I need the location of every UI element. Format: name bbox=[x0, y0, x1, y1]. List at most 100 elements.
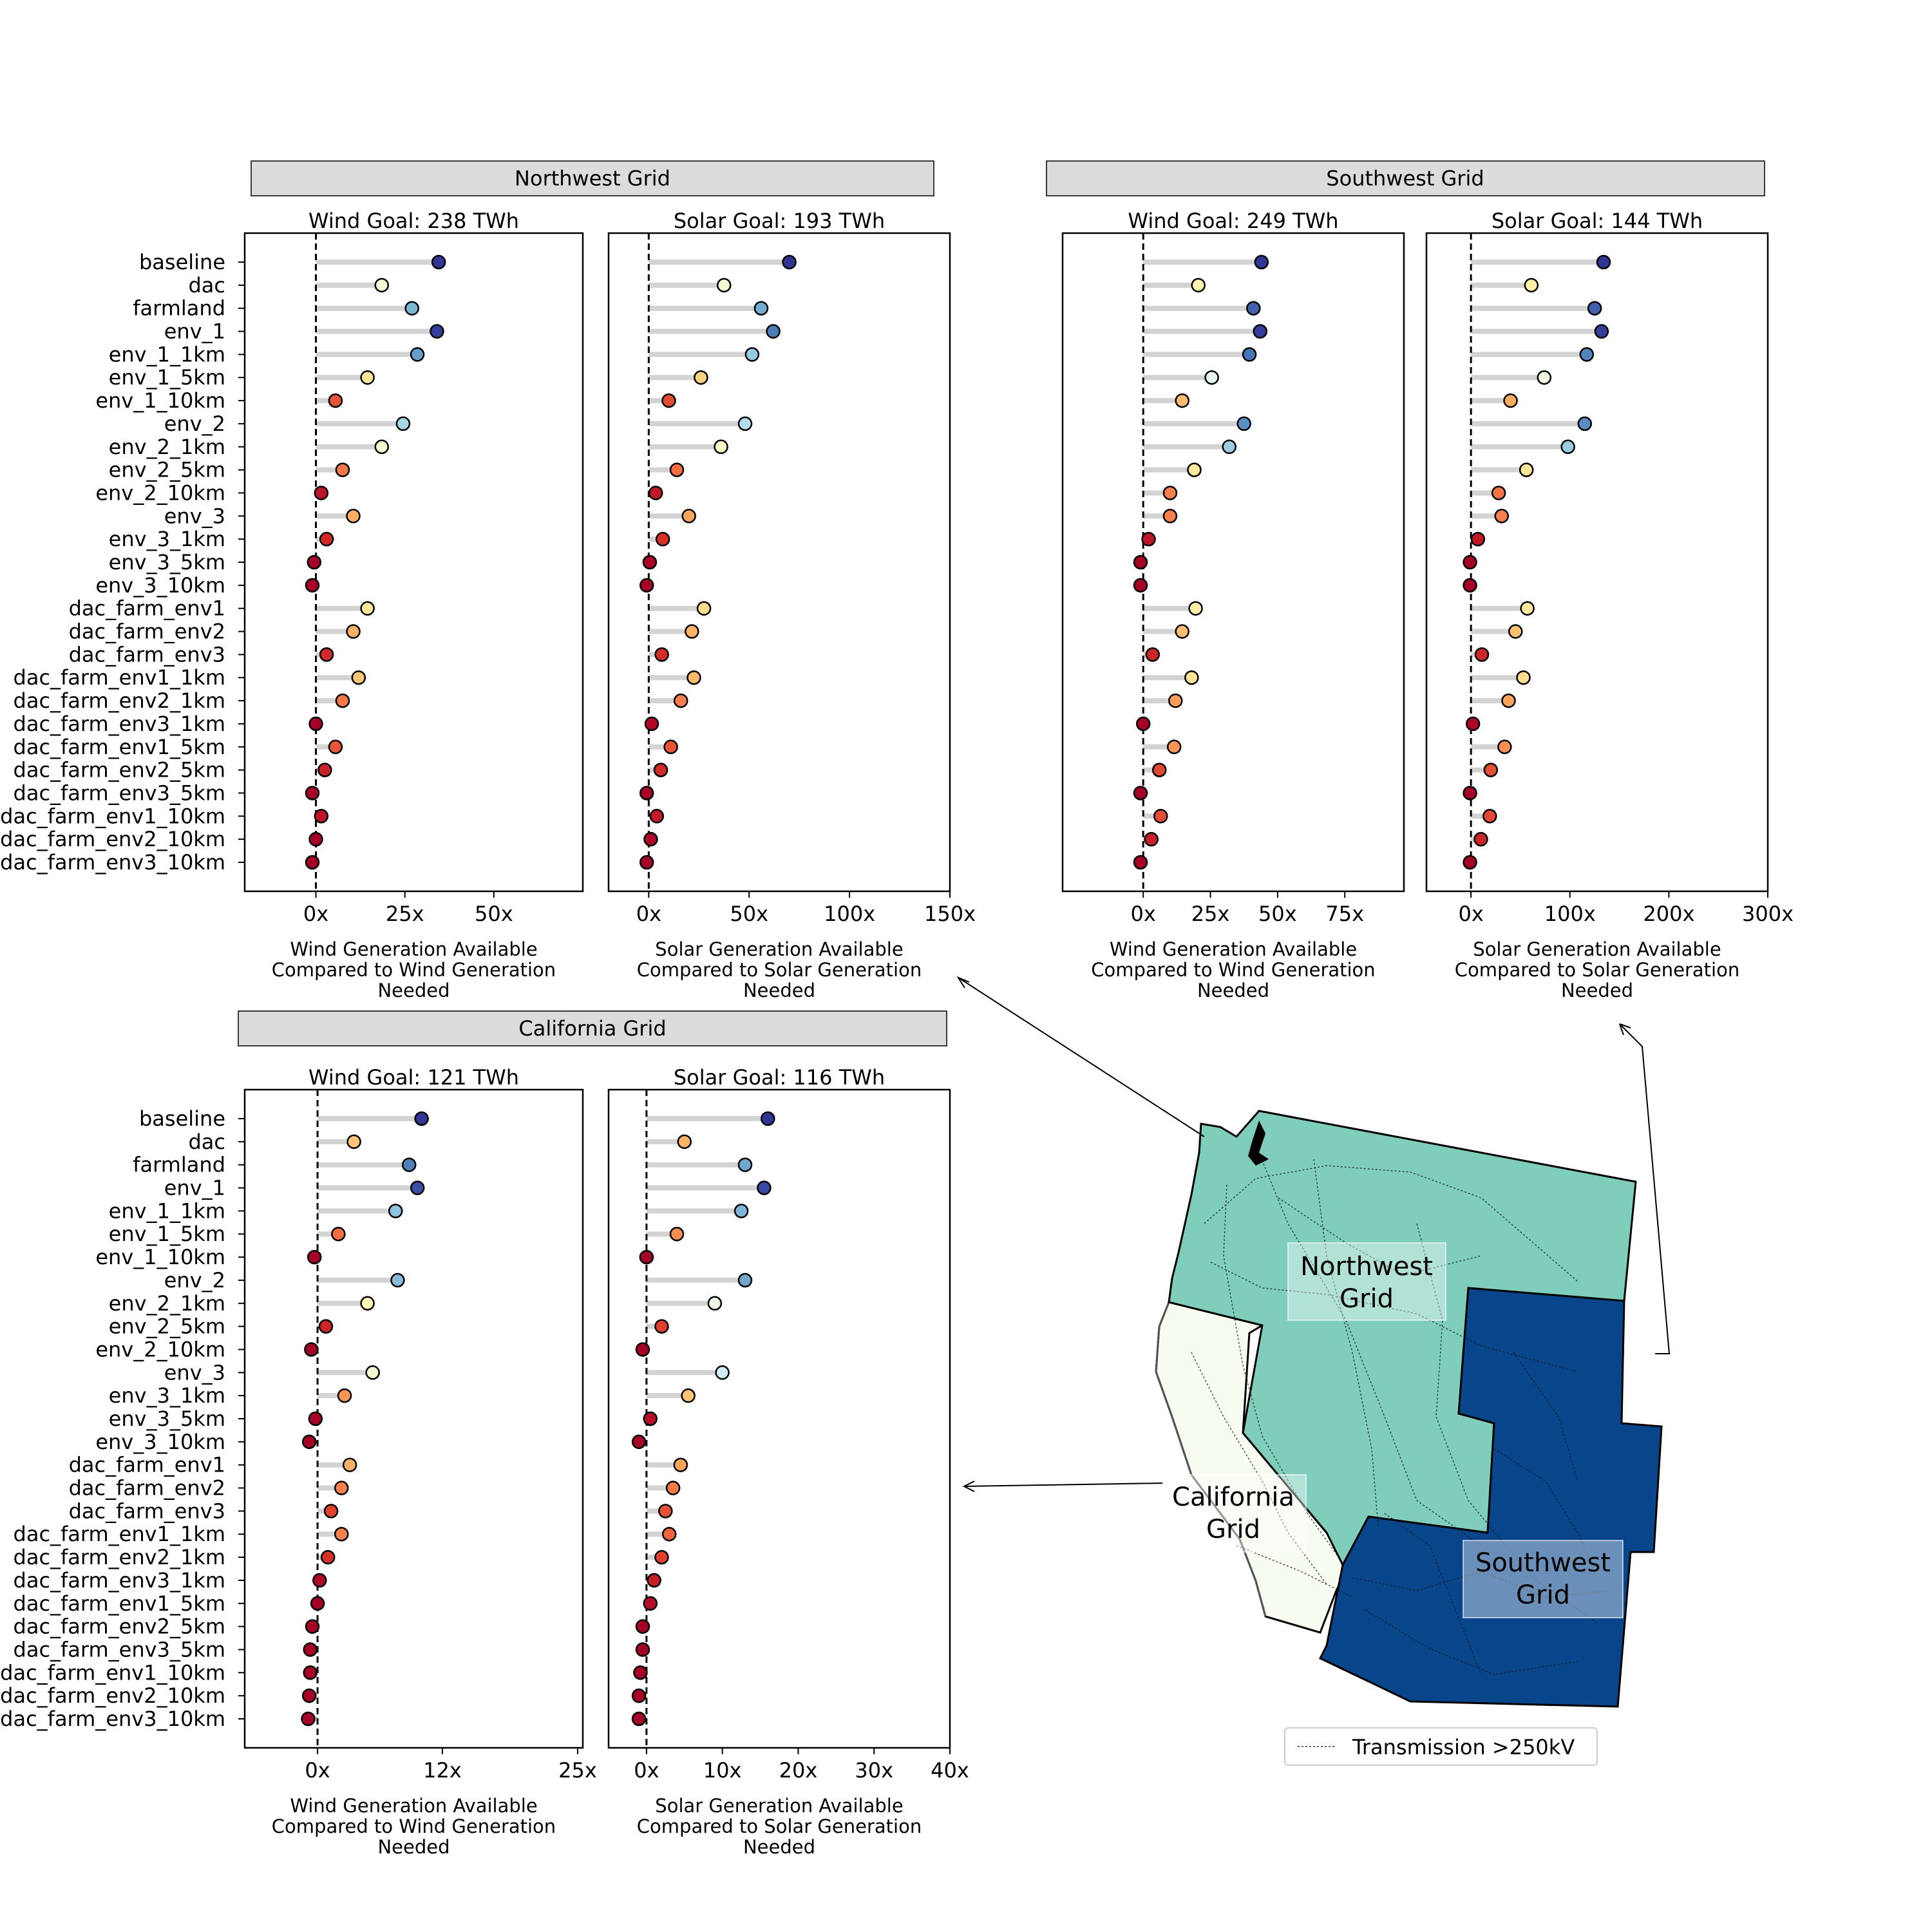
y-tick-label: env_2 bbox=[164, 412, 225, 436]
data-point bbox=[1465, 716, 1481, 732]
data-point bbox=[1501, 693, 1516, 708]
data-point bbox=[649, 486, 663, 500]
data-point bbox=[1596, 254, 1611, 270]
data-point bbox=[1594, 324, 1609, 339]
data-point bbox=[301, 1711, 316, 1727]
data-point bbox=[635, 1642, 650, 1657]
x-axis-label: Compared to Solar Generation bbox=[637, 959, 922, 981]
x-tick-label: 0x bbox=[305, 1758, 330, 1783]
x-axis-label: Compared to Wind Generation bbox=[272, 1815, 556, 1837]
data-point bbox=[694, 370, 708, 385]
chart-frame bbox=[1061, 232, 1405, 893]
y-tick-label: env_2_1km bbox=[109, 1291, 225, 1316]
data-point bbox=[1187, 462, 1202, 477]
data-point bbox=[1491, 486, 1506, 500]
data-point bbox=[663, 739, 678, 755]
y-tick-label: env_2_5km bbox=[109, 1314, 225, 1339]
arrow-head-california bbox=[962, 1481, 975, 1492]
y-tick-label: dac_farm_env3_5km bbox=[14, 1637, 225, 1662]
y-tick-label: baseline bbox=[139, 250, 225, 274]
data-point bbox=[1470, 531, 1486, 547]
northwest-panel-header: Northwest Grid bbox=[251, 160, 934, 196]
data-point bbox=[410, 347, 425, 362]
california-panel-title: California Grid bbox=[518, 1016, 666, 1041]
data-point bbox=[642, 554, 658, 570]
california-panel-header: California Grid bbox=[238, 1010, 947, 1046]
chart-panel-5: Solar Goal: 116 TWh 0x 10x 20x 30x 40x Solar G… bbox=[607, 1065, 969, 1858]
data-point bbox=[654, 647, 669, 662]
chart-title: Solar Goal: 116 TWh bbox=[674, 1065, 885, 1090]
data-point bbox=[635, 1619, 650, 1634]
data-point bbox=[1579, 347, 1595, 362]
data-point bbox=[337, 1388, 352, 1403]
data-point bbox=[1520, 601, 1535, 616]
data-point bbox=[654, 1319, 669, 1334]
x-tick-label: 0x bbox=[1131, 902, 1156, 926]
data-point bbox=[390, 1273, 405, 1288]
data-point bbox=[1497, 739, 1512, 755]
data-point bbox=[365, 1365, 380, 1380]
data-point bbox=[673, 693, 688, 708]
arrow-head-northwest bbox=[956, 976, 970, 989]
data-point bbox=[673, 1457, 688, 1472]
data-point bbox=[1168, 693, 1183, 708]
data-point bbox=[1162, 486, 1178, 500]
chart-title: Solar Goal: 193 TWh bbox=[674, 209, 885, 233]
x-tick-label: 0x bbox=[636, 902, 661, 926]
y-tick-label: env_1 bbox=[164, 1176, 225, 1200]
y-tick-label: env_3_1km bbox=[109, 1383, 225, 1408]
data-point bbox=[401, 1157, 417, 1172]
data-point bbox=[1508, 624, 1523, 639]
chart-frame bbox=[1425, 232, 1769, 893]
transmission-lines bbox=[1191, 1152, 1611, 1675]
data-point bbox=[1494, 509, 1510, 524]
data-point bbox=[655, 531, 670, 547]
y-tick-label: env_2_5km bbox=[109, 458, 225, 482]
y-tick-label: env_1_5km bbox=[109, 365, 225, 390]
x-tick-label: 100x bbox=[824, 902, 875, 926]
data-point bbox=[1166, 739, 1182, 755]
data-point bbox=[346, 624, 361, 639]
data-point bbox=[388, 1204, 403, 1218]
northwest-label-line2: Grid bbox=[1340, 1284, 1394, 1314]
chart-frame bbox=[607, 232, 951, 893]
y-tick-label: dac_farm_env3_5km bbox=[14, 781, 225, 805]
y-tick-label: dac_farm_env2_10km bbox=[0, 827, 225, 851]
data-point bbox=[319, 531, 334, 547]
data-point bbox=[654, 1549, 669, 1565]
data-point bbox=[308, 831, 323, 847]
data-point bbox=[342, 1457, 357, 1472]
x-tick-label: 50x bbox=[475, 902, 513, 926]
x-axis-label: Solar Generation Available bbox=[1473, 938, 1721, 960]
data-point bbox=[334, 1526, 349, 1542]
chart-title: Wind Goal: 238 TWh bbox=[308, 209, 519, 233]
y-tick-label: env_3_1km bbox=[109, 527, 225, 551]
x-tick-label: 150x bbox=[924, 902, 976, 926]
data-point bbox=[1151, 762, 1167, 777]
chart-panel-1: Solar Goal: 193 TWh 0x 50x 100x 150x Solar Ge… bbox=[607, 209, 976, 1001]
data-point bbox=[639, 786, 654, 800]
map-legend: Transmission >250kV bbox=[1284, 1727, 1598, 1766]
data-point bbox=[639, 1249, 654, 1265]
y-tick-label: dac_farm_env3_10km bbox=[0, 850, 225, 875]
data-point bbox=[312, 1573, 327, 1588]
x-tick-label: 40x bbox=[931, 1758, 969, 1783]
california-label-line1: California bbox=[1172, 1482, 1294, 1512]
data-point bbox=[1133, 578, 1148, 593]
data-point bbox=[661, 393, 676, 408]
data-point bbox=[335, 462, 350, 477]
data-point bbox=[374, 439, 390, 455]
y-tick-label: env_1_1km bbox=[109, 1198, 225, 1223]
data-point bbox=[320, 1549, 336, 1565]
data-point bbox=[633, 1665, 648, 1680]
y-tick-label: env_1_10km bbox=[95, 1245, 225, 1269]
chart-frame bbox=[607, 1088, 951, 1749]
data-point bbox=[310, 1596, 325, 1611]
data-point bbox=[661, 1526, 677, 1542]
arrow-to-southwest bbox=[1619, 1023, 1671, 1354]
data-point bbox=[631, 1434, 647, 1450]
data-point bbox=[639, 855, 654, 870]
data-point bbox=[303, 1665, 318, 1680]
data-point bbox=[346, 1134, 361, 1150]
data-point bbox=[681, 509, 696, 524]
